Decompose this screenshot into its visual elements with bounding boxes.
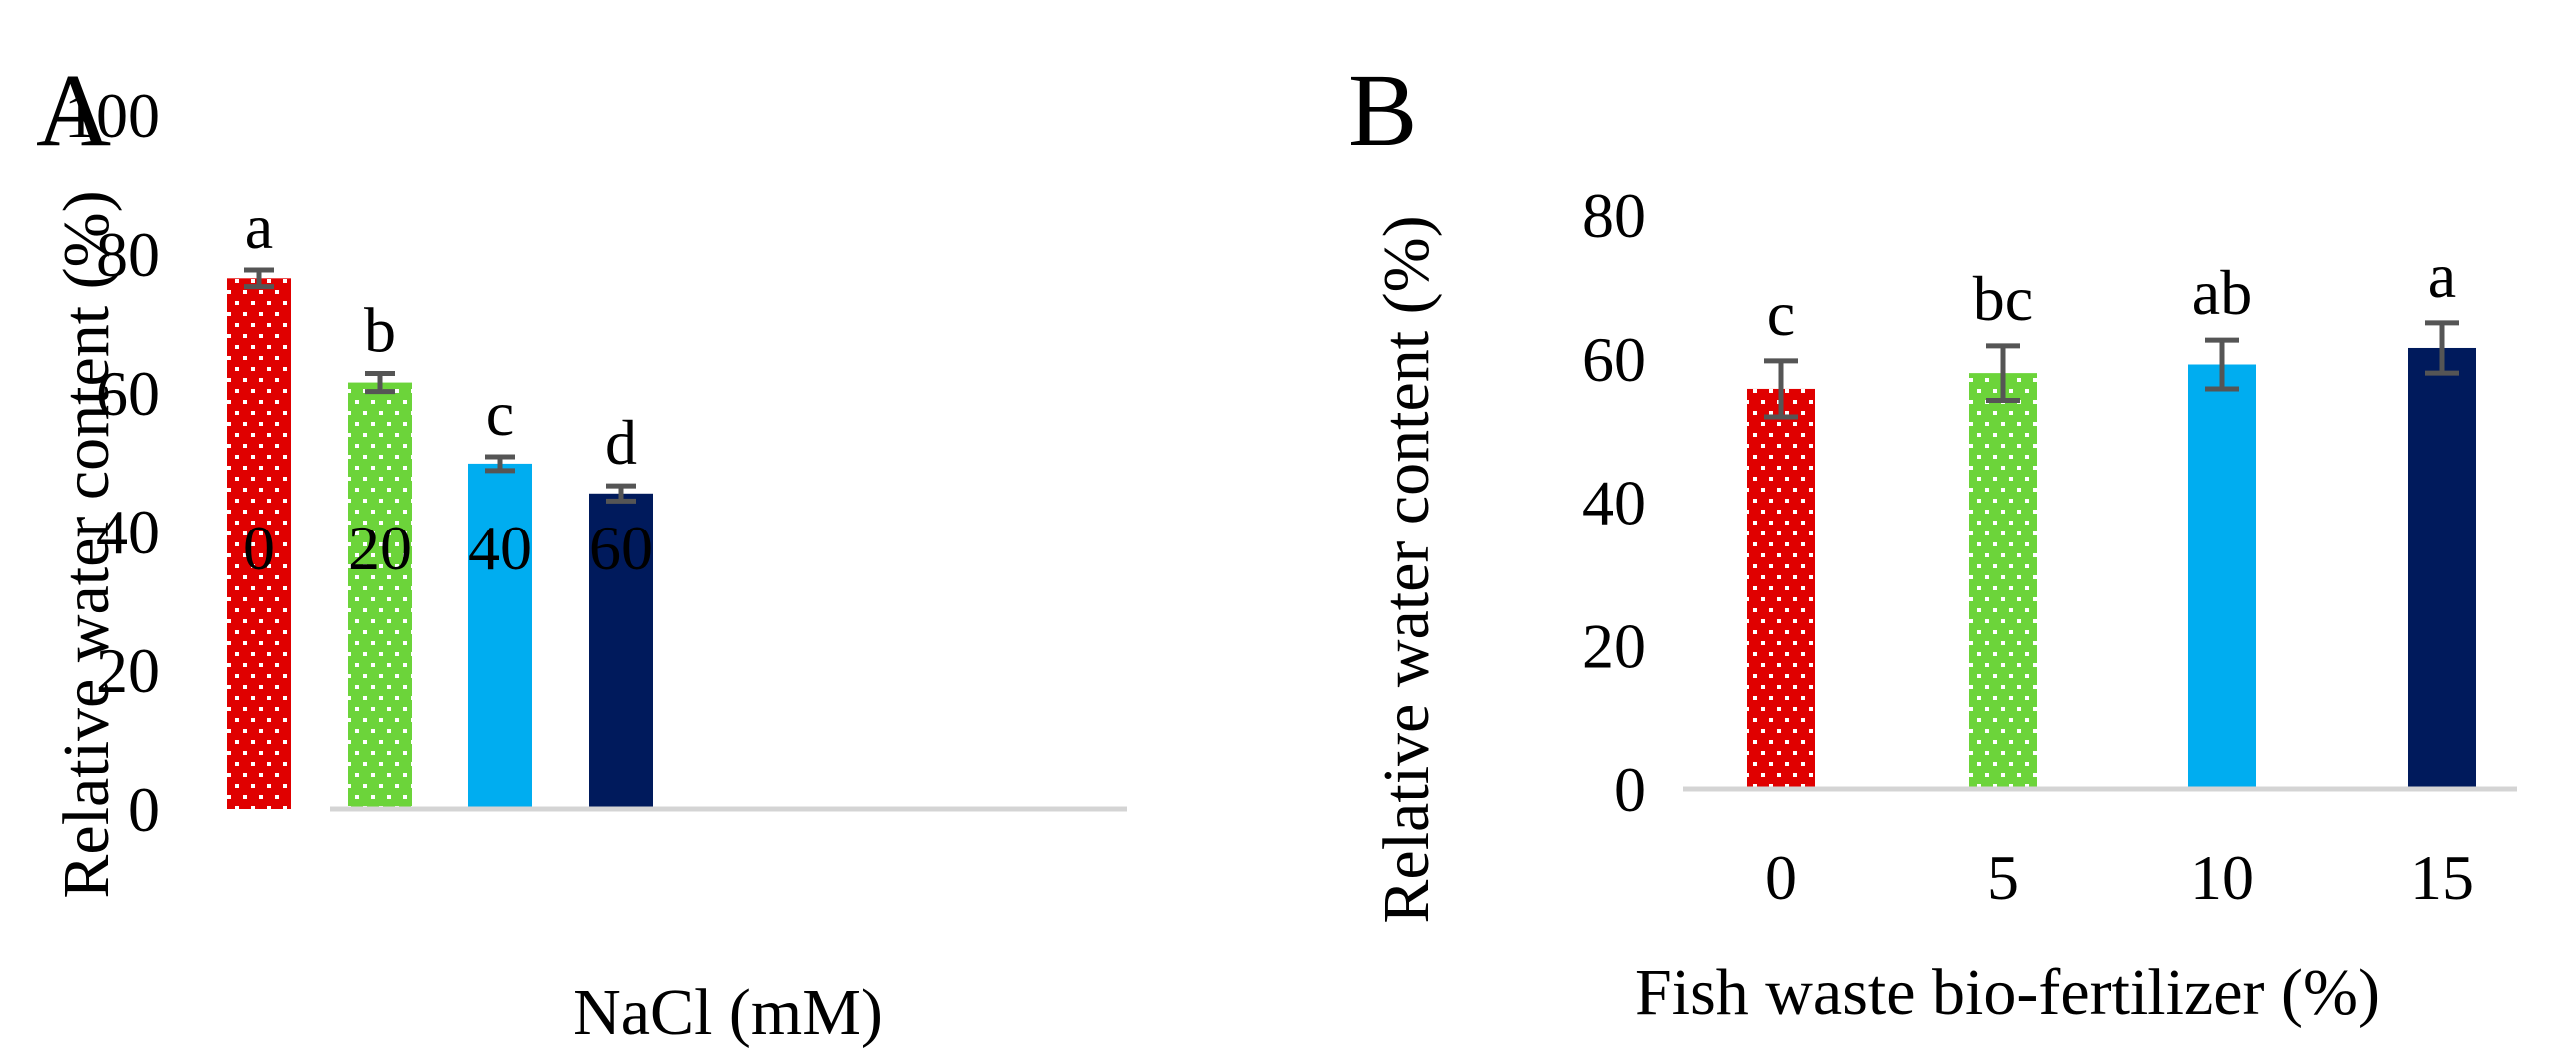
panel-a-error-bar-60 bbox=[606, 483, 636, 504]
panel-b-label: B bbox=[1348, 53, 1417, 168]
panel-a-error-bars bbox=[244, 267, 636, 504]
panel-a-significance-letter: c bbox=[486, 378, 514, 449]
panel-b-significance-letters: c bc ab a bbox=[1767, 240, 2456, 349]
panel-b-x-tick-label: 0 bbox=[1765, 842, 1797, 913]
panel-a-bar-0 bbox=[227, 278, 291, 809]
panel-b-error-bar-10 bbox=[2205, 337, 2239, 392]
panel-a-bar-60 bbox=[589, 493, 653, 809]
panel-b-error-bar-5 bbox=[1986, 343, 2020, 403]
panel-a-y-axis-title: Relative water content (%) bbox=[50, 190, 123, 898]
panel-b-error-bars bbox=[1764, 320, 2459, 420]
panel-b-bar-15 bbox=[2408, 347, 2476, 789]
panel-a-x-tick-label: 40 bbox=[468, 513, 532, 583]
panel-b-significance-letter: bc bbox=[1973, 263, 2033, 334]
panel-a-significance-letter: b bbox=[364, 295, 396, 366]
panel-a-bar-20 bbox=[348, 382, 412, 809]
panel-a-bar-40 bbox=[468, 463, 532, 809]
panel-b-y-tick-label: 0 bbox=[1614, 754, 1646, 825]
panel-b-y-tick-label: 40 bbox=[1582, 468, 1646, 538]
panel-b-bars bbox=[1747, 347, 2476, 789]
panel-a-error-bar-0 bbox=[244, 267, 274, 290]
panel-a-y-ticks: 0 20 40 60 80 100 bbox=[64, 80, 160, 845]
panel-b-x-tick-label: 10 bbox=[2190, 842, 2254, 913]
chart-panel-b: B 0 20 40 60 80 Relative water content (%) c… bbox=[1348, 53, 2517, 1029]
panel-b-x-tick-label: 5 bbox=[1987, 842, 2019, 913]
panel-b-x-tick-label: 15 bbox=[2410, 842, 2474, 913]
chart-panel-a: A 0 20 40 60 80 100 Relative water content (%… bbox=[36, 53, 1127, 1049]
panel-b-bar-10 bbox=[2188, 364, 2256, 789]
panel-a-x-tick-label: 0 bbox=[243, 513, 275, 583]
panel-b-significance-letter: a bbox=[2428, 240, 2456, 311]
panel-a-x-axis-title: NaCl (mM) bbox=[573, 976, 883, 1049]
panel-b-bar-5 bbox=[1969, 373, 2037, 789]
panel-a-error-bar-40 bbox=[485, 454, 515, 474]
panel-b-error-bar-15 bbox=[2425, 320, 2459, 376]
panel-a-y-tick-label: 0 bbox=[128, 774, 160, 845]
panel-b-y-tick-label: 80 bbox=[1582, 180, 1646, 251]
panel-b-y-ticks: 0 20 40 60 80 bbox=[1582, 180, 1646, 825]
panel-a-label: A bbox=[36, 53, 111, 168]
panel-a-error-bar-20 bbox=[365, 371, 395, 395]
panel-b-y-tick-label: 20 bbox=[1582, 610, 1646, 681]
panel-a-x-tick-label: 60 bbox=[589, 513, 653, 583]
panel-b-significance-letter: ab bbox=[2192, 257, 2252, 328]
panel-b-bar-0 bbox=[1747, 388, 1815, 789]
panel-a-significance-letter: a bbox=[245, 191, 273, 262]
panel-a-x-tick-label: 20 bbox=[348, 513, 412, 583]
panel-b-significance-letter: c bbox=[1767, 278, 1795, 349]
panel-a-y-tick-label: 40 bbox=[96, 497, 160, 567]
panel-b-x-ticks: 0 5 10 15 bbox=[1765, 842, 2474, 913]
panel-a-significance-letters: a b c d bbox=[245, 191, 637, 478]
panel-b-error-bar-0 bbox=[1764, 358, 1798, 420]
panel-b-y-tick-label: 60 bbox=[1582, 324, 1646, 395]
panel-a-y-tick-label: 100 bbox=[64, 80, 160, 151]
panel-a-y-tick-label: 20 bbox=[96, 635, 160, 706]
panel-a-x-ticks: 0 20 40 60 bbox=[243, 513, 653, 583]
panel-a-y-tick-label: 60 bbox=[96, 358, 160, 429]
panel-a-y-tick-label: 80 bbox=[96, 219, 160, 290]
panel-a-bars bbox=[227, 278, 653, 809]
panel-b-y-axis-title: Relative water content (%) bbox=[1370, 215, 1443, 923]
panel-b-x-axis-title: Fish waste bio-fertilizer (%) bbox=[1635, 956, 2380, 1029]
panel-a-significance-letter: d bbox=[605, 407, 637, 478]
